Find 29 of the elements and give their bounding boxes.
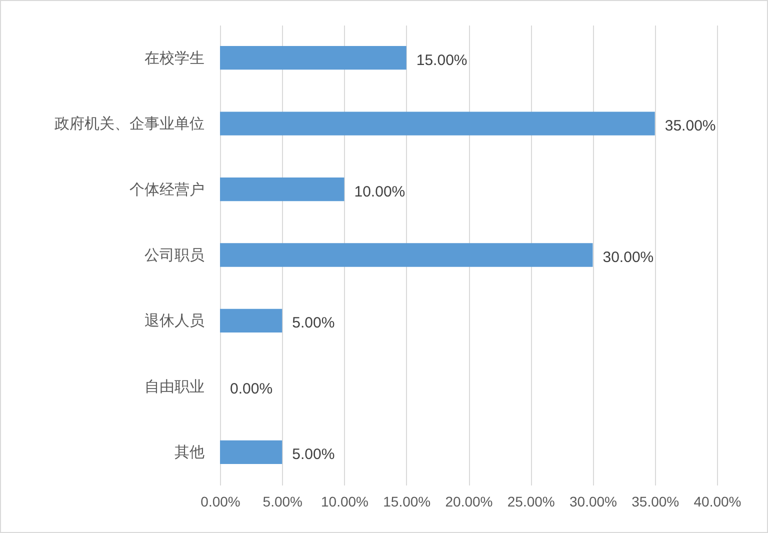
data-label: 5.00% (292, 314, 335, 332)
bar (220, 440, 282, 464)
x-tick-label: 30.00% (570, 494, 617, 510)
bar (220, 112, 655, 136)
data-label: 35.00% (664, 118, 716, 135)
bar (220, 308, 282, 333)
x-tick-label: 40.00% (694, 494, 742, 510)
y-tick-label: 在校学生 (144, 50, 204, 67)
x-tick-label: 5.00% (262, 494, 302, 510)
y-tick-label: 其他 (174, 444, 204, 462)
y-tick-label: 自由职业 (144, 378, 204, 396)
x-tick-label: 15.00% (383, 494, 431, 510)
data-label: 0.00% (230, 380, 273, 398)
x-tick-label: 35.00% (632, 494, 680, 510)
data-label: 10.00% (354, 183, 406, 200)
data-label: 30.00% (602, 249, 654, 266)
data-label: 15.00% (416, 52, 468, 69)
x-tick-label: 0.00% (200, 494, 240, 510)
bar (220, 243, 593, 267)
y-tick-label: 个体经营户 (130, 181, 204, 198)
bar (220, 177, 344, 202)
bar (220, 46, 406, 70)
y-tick-label: 政府机关、企事业单位 (54, 116, 204, 133)
y-tick-label: 退休人员 (144, 312, 204, 330)
x-tick-label: 25.00% (507, 494, 555, 510)
x-tick-label: 10.00% (321, 494, 368, 510)
x-tick-label: 20.00% (445, 494, 493, 510)
data-label: 5.00% (292, 446, 335, 464)
y-tick-label: 公司职员 (144, 247, 204, 264)
